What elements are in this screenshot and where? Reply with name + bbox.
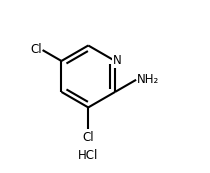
Text: NH₂: NH₂ bbox=[137, 73, 159, 86]
Text: Cl: Cl bbox=[30, 43, 42, 56]
Text: HCl: HCl bbox=[78, 149, 98, 162]
Text: Cl: Cl bbox=[83, 131, 94, 144]
Text: N: N bbox=[113, 54, 121, 67]
